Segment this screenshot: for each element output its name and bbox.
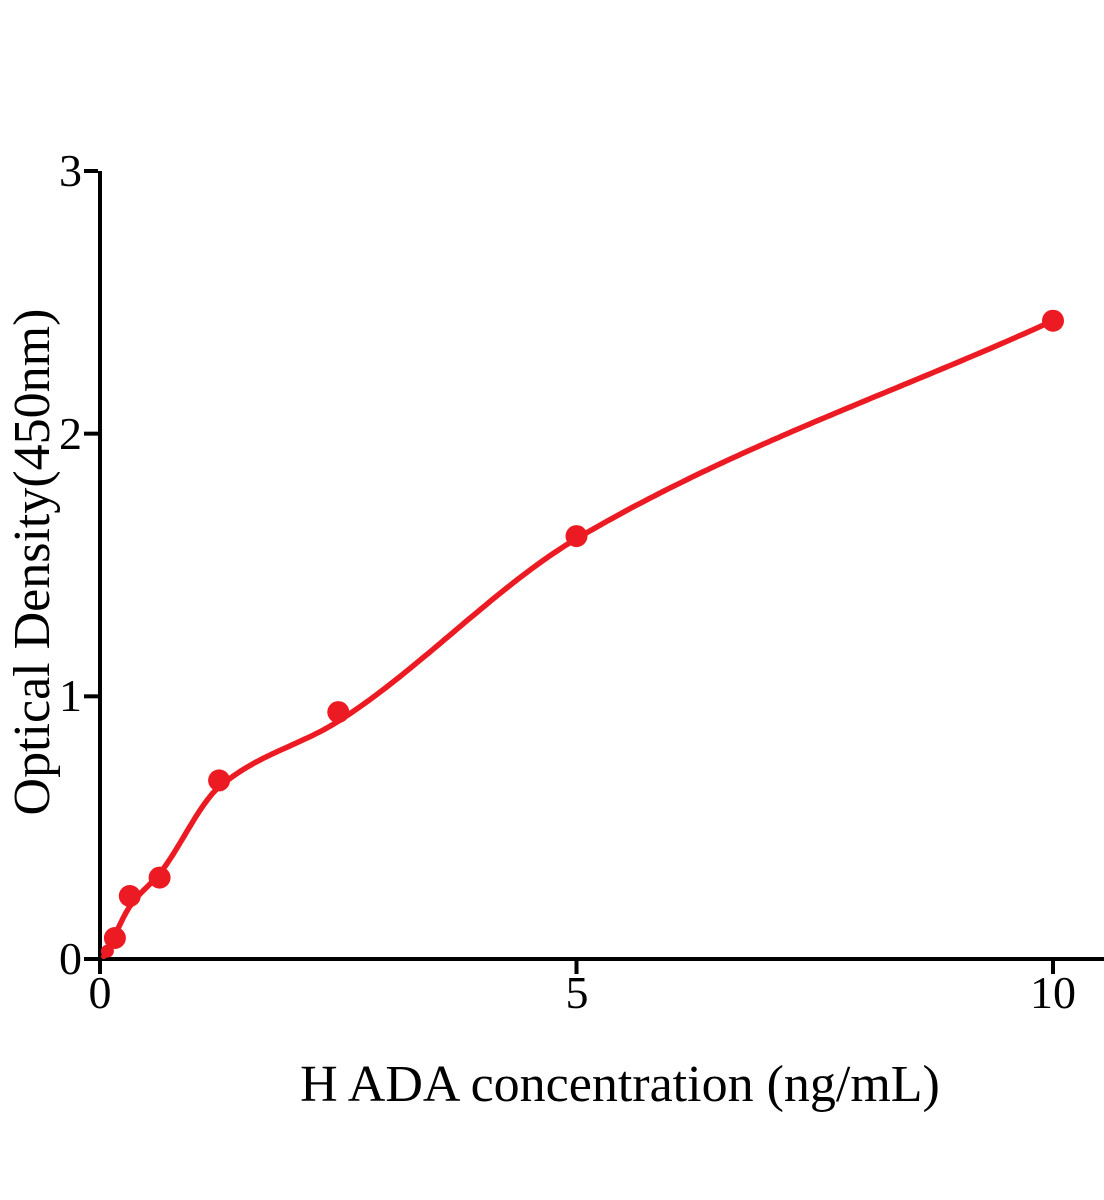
y-tick-label-1: 1 [59,670,82,721]
x-tick-label-0: 0 [88,967,112,1018]
data-point [565,525,588,548]
data-point [208,769,231,792]
y-tick-label-0: 0 [59,933,82,984]
x-axis-title: H ADA concentration (ng/mL) [300,1056,940,1113]
data-point [103,927,126,949]
x-tick-label-5: 5 [565,967,589,1018]
data-point [118,885,141,907]
data-point [327,701,350,724]
x-tick-label-10: 10 [1030,967,1076,1018]
data-point [148,866,171,889]
y-tick-label-2: 2 [59,408,82,459]
data-point [1042,309,1064,332]
fit-curve [101,317,1056,960]
y-tick-label-3: 3 [59,145,82,196]
y-axis-title: Optical Density(450nm) [4,308,61,816]
